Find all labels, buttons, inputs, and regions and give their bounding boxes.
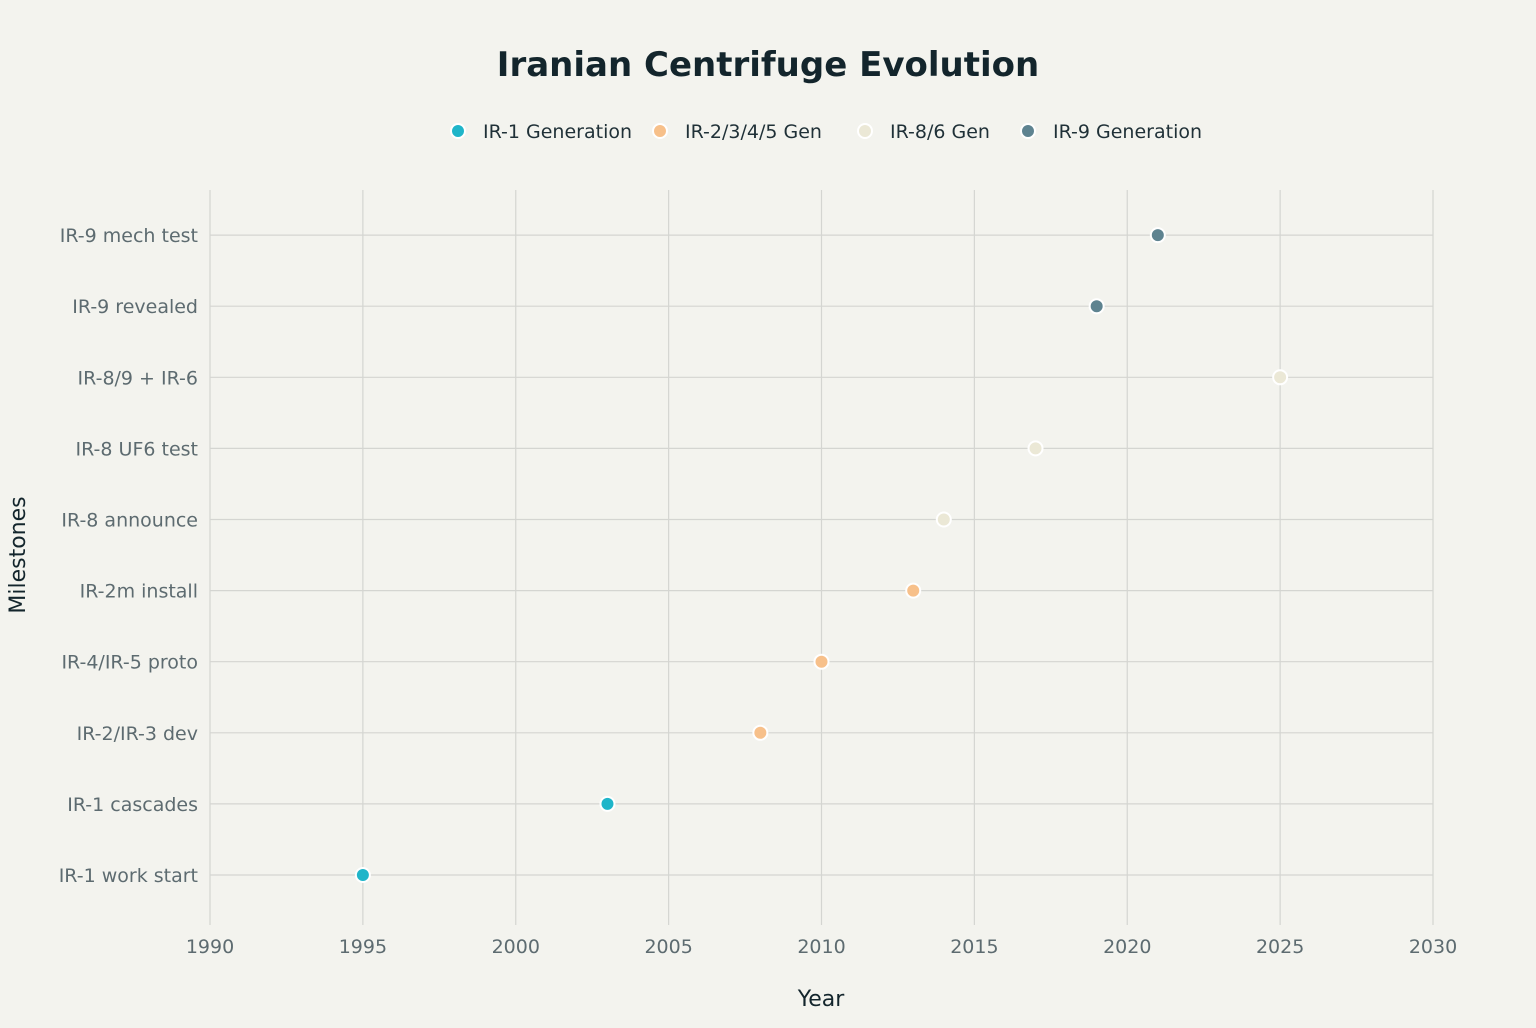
legend-item[interactable]: IR-1 Generation [450, 121, 632, 143]
legend-marker [1020, 123, 1036, 139]
chart-grid [209, 190, 1434, 925]
legend-marker [857, 123, 873, 139]
data-points [354, 227, 1289, 883]
data-point[interactable] [1272, 369, 1289, 386]
x-tick-label: 2015 [950, 936, 998, 958]
y-tick-label: IR-8/9 + IR-6 [78, 367, 198, 389]
chart-legend: IR-1 Generation IR-2/3/4/5 Gen IR-8/6 Gen I… [450, 121, 1202, 143]
y-axis-title: Milestones [6, 496, 31, 613]
x-axis-title: Year [797, 987, 846, 1012]
y-tick-label: IR-8 announce [61, 510, 198, 532]
x-tick-label: 2000 [492, 936, 540, 958]
data-point[interactable] [905, 582, 922, 599]
legend-item[interactable]: IR-8/6 Gen [857, 121, 990, 143]
legend-marker [652, 123, 668, 139]
data-point[interactable] [599, 795, 616, 812]
legend-item[interactable]: IR-9 Generation [1020, 121, 1202, 143]
data-point[interactable] [935, 511, 952, 528]
y-tick-label: IR-9 mech test [60, 225, 198, 247]
y-tick-label: IR-2/IR-3 dev [77, 723, 198, 745]
data-point[interactable] [813, 653, 830, 670]
data-point[interactable] [1149, 227, 1166, 244]
x-tick-label: 1990 [186, 936, 234, 958]
legend-label: IR-2/3/4/5 Gen [685, 121, 822, 143]
legend-item[interactable]: IR-2/3/4/5 Gen [652, 121, 822, 143]
x-tick-label: 2030 [1409, 936, 1457, 958]
y-tick-label: IR-1 cascades [67, 794, 198, 816]
y-axis-ticks: IR-1 work start IR-1 cascades IR-2/IR-3 de… [59, 225, 198, 887]
y-tick-label: IR-9 revealed [72, 296, 198, 318]
y-tick-label: IR-1 work start [59, 865, 198, 887]
x-axis-ticks: 1990 1995 2000 2005 2010 2015 2020 2025 2030 [186, 936, 1457, 958]
x-tick-label: 2020 [1103, 936, 1151, 958]
y-tick-label: IR-2m install [80, 581, 198, 603]
chart-title: Iranian Centrifuge Evolution [497, 45, 1039, 85]
data-point[interactable] [1027, 440, 1044, 457]
y-tick-label: IR-8 UF6 test [76, 438, 198, 460]
data-point[interactable] [752, 724, 769, 741]
legend-label: IR-9 Generation [1053, 121, 1202, 143]
x-tick-label: 2010 [797, 936, 845, 958]
x-tick-label: 1995 [339, 936, 387, 958]
legend-marker [450, 123, 466, 139]
y-tick-label: IR-4/IR-5 proto [61, 652, 198, 674]
legend-label: IR-1 Generation [483, 121, 632, 143]
data-point[interactable] [354, 867, 371, 883]
data-point[interactable] [1088, 298, 1105, 315]
x-tick-label: 2025 [1256, 936, 1304, 958]
x-tick-label: 2005 [644, 936, 692, 958]
legend-label: IR-8/6 Gen [890, 121, 990, 143]
